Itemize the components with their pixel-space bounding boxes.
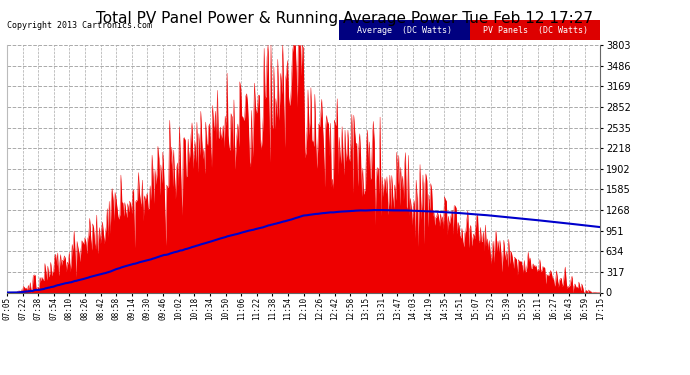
Text: Copyright 2013 Cartronics.com: Copyright 2013 Cartronics.com — [7, 21, 152, 30]
FancyBboxPatch shape — [339, 20, 470, 40]
Text: PV Panels  (DC Watts): PV Panels (DC Watts) — [482, 26, 587, 34]
Text: Average  (DC Watts): Average (DC Watts) — [357, 26, 452, 34]
FancyBboxPatch shape — [470, 20, 600, 40]
Text: Total PV Panel Power & Running Average Power Tue Feb 12 17:27: Total PV Panel Power & Running Average P… — [97, 11, 593, 26]
